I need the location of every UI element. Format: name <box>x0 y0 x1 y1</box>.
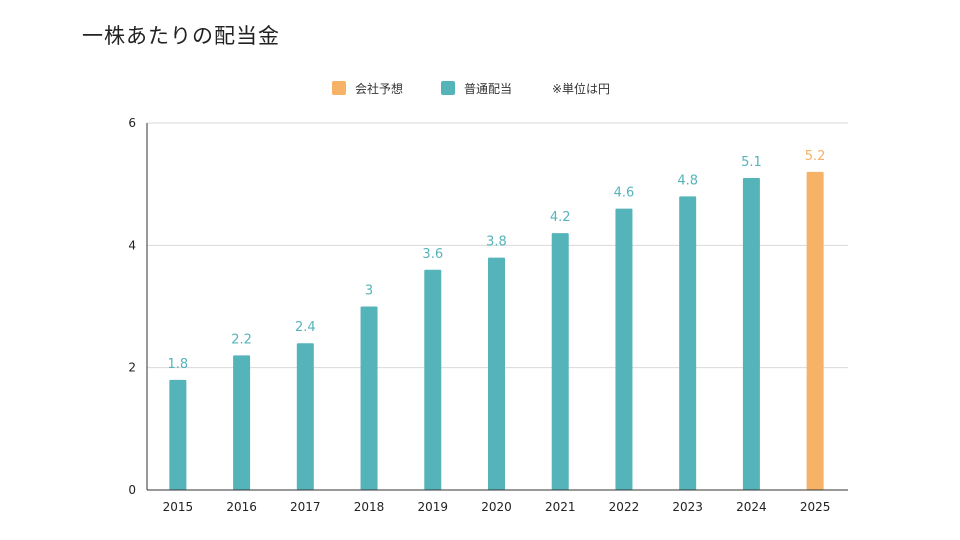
legend: 会社予想 普通配当 ※単位は円 <box>332 81 610 96</box>
x-tick-label-2016: 2016 <box>226 500 257 514</box>
bar-2021 <box>551 233 569 490</box>
legend-label-forecast: 会社予想 <box>355 81 403 96</box>
x-axis-ticks: 2015 2016 2017 2018 2019 2020 2021 2022 2023 2024… <box>163 500 831 514</box>
x-tick-label-2023: 2023 <box>672 500 703 514</box>
legend-unit-note: ※単位は円 <box>552 81 610 96</box>
x-tick-label-2020: 2020 <box>481 500 512 514</box>
x-tick-label-2019: 2019 <box>417 500 448 514</box>
page-title: 一株あたりの配当金 <box>82 24 280 48</box>
data-label-2019: 3.6 <box>422 247 443 262</box>
data-label-2025: 5.2 <box>805 149 826 164</box>
bar-2017 <box>296 343 314 490</box>
legend-swatch-forecast <box>332 81 346 95</box>
x-tick-label-2017: 2017 <box>290 500 321 514</box>
x-tick-label-2022: 2022 <box>609 500 640 514</box>
x-tick-label-2015: 2015 <box>163 500 194 514</box>
y-tick-label: 2 <box>128 361 136 375</box>
bar-2020 <box>488 257 505 490</box>
y-tick-label: 4 <box>128 238 136 252</box>
data-label-2023: 4.8 <box>677 173 698 188</box>
bar-2016 <box>233 355 251 490</box>
bars <box>169 171 824 491</box>
y-tick-label: 6 <box>128 116 136 130</box>
data-label-2015: 1.8 <box>168 357 189 372</box>
data-label-2018: 3 <box>365 284 373 299</box>
bar-2019 <box>424 269 442 490</box>
data-label-2017: 2.4 <box>295 320 316 335</box>
bar-2023 <box>679 196 697 490</box>
legend-swatch-actual <box>441 81 455 95</box>
x-tick-label-2018: 2018 <box>354 500 385 514</box>
y-axis-ticks: 0 2 4 6 <box>128 116 136 497</box>
data-label-2024: 5.1 <box>741 155 762 170</box>
data-label-2016: 2.2 <box>231 332 252 347</box>
data-labels: 1.8 2.2 2.4 3 3.6 3.8 4.2 4.6 4.8 5.1 5.2 <box>168 149 826 372</box>
axes <box>146 123 848 491</box>
legend-label-actual: 普通配当 <box>464 82 512 96</box>
data-label-2021: 4.2 <box>550 210 571 225</box>
x-tick-label-2024: 2024 <box>736 500 767 514</box>
y-tick-label: 0 <box>128 483 136 497</box>
bar-2024 <box>742 178 760 491</box>
x-tick-label-2021: 2021 <box>545 500 576 514</box>
data-label-2020: 3.8 <box>486 235 507 250</box>
bar-2015 <box>169 379 187 490</box>
bar-2018 <box>360 306 378 490</box>
x-tick-label-2025: 2025 <box>800 500 831 514</box>
bar-2025 <box>806 171 824 490</box>
bar-2022 <box>615 208 633 490</box>
data-label-2022: 4.6 <box>614 186 635 201</box>
